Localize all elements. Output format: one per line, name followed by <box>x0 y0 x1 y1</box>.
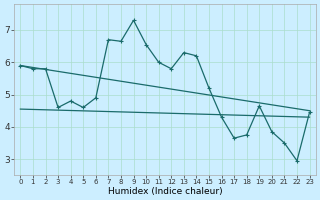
X-axis label: Humidex (Indice chaleur): Humidex (Indice chaleur) <box>108 187 222 196</box>
